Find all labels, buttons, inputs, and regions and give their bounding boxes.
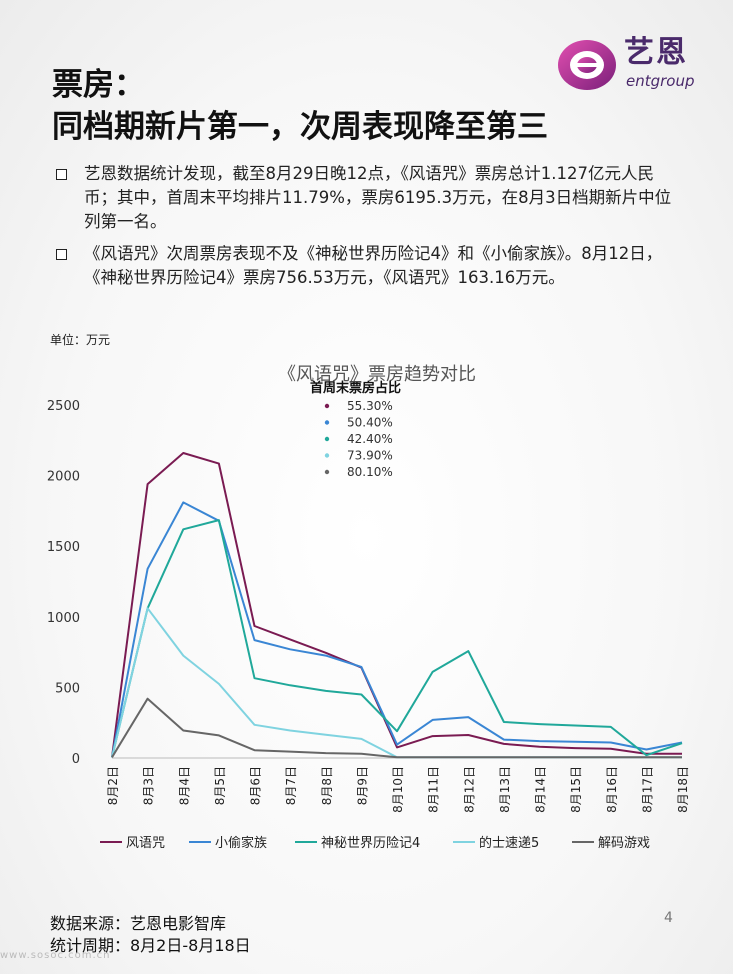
- bullet-box-icon: [56, 169, 67, 180]
- inner-legend-dot: [324, 453, 330, 458]
- x-tick-label: 8月16日: [605, 766, 619, 813]
- page-title: 票房： 同档期新片第一，次周表现降至第三: [52, 64, 548, 148]
- entgroup-logo: 艺恩 entgroup: [556, 34, 706, 94]
- legend-label: 小偷家族: [215, 835, 267, 851]
- inner-legend-dot: [324, 469, 330, 475]
- series-line: [111, 501, 683, 758]
- x-tick-label: 8月6日: [249, 766, 263, 805]
- legend-label: 风语咒: [126, 836, 165, 851]
- inner-legend-dot: [324, 403, 330, 409]
- bullet-item: 艺恩数据统计发现，截至8月29日晚12点，《风语咒》票房总计1.127亿元人民币…: [56, 162, 686, 234]
- x-tick-label: 8月15日: [569, 766, 583, 813]
- footer: 数据来源：艺恩电影智库 统计周期：8月2日-8月18日: [50, 913, 251, 957]
- legend-label: 解码游戏: [598, 836, 650, 851]
- data-source: 数据来源：艺恩电影智库: [50, 914, 227, 933]
- chart-title: 《风语咒》票房趋势对比: [278, 364, 476, 385]
- x-tick-label: 8月5日: [213, 766, 227, 805]
- x-tick-label: 8月9日: [355, 766, 369, 805]
- legend-label: 神秘世界历险记4: [321, 836, 420, 851]
- logo-english-text: entgroup: [626, 72, 695, 90]
- page-number: 4: [664, 910, 673, 926]
- statistics-period: 统计周期：8月2日-8月18日: [50, 936, 251, 955]
- y-tick-label: 500: [55, 681, 80, 696]
- inner-legend-title: 首周末票房占比: [310, 380, 401, 396]
- inner-legend-label: 50.40%: [347, 416, 393, 430]
- inner-legend-label: 80.10%: [347, 465, 393, 479]
- x-tick-label: 8月7日: [284, 766, 298, 805]
- legend-label: 的士速递5: [479, 835, 539, 851]
- y-tick-label: 2000: [47, 470, 80, 485]
- inner-legend-label: 73.90%: [347, 449, 393, 463]
- box-office-line-chart: 《风语咒》票房趋势对比 0 500 1000 1500 2000 2500 8月2日 8月3日 8…: [47, 364, 690, 851]
- y-tick-label: 0: [72, 752, 80, 767]
- logo-chinese-text: 艺恩: [624, 35, 688, 70]
- series-line: [111, 697, 682, 759]
- x-tick-label: 8月3日: [142, 766, 156, 805]
- series-line: [111, 607, 682, 759]
- x-tick-label: 8月18日: [676, 766, 690, 813]
- y-tick-label: 1500: [47, 540, 80, 555]
- bullet-list: 艺恩数据统计发现，截至8月29日晚12点，《风语咒》票房总计1.127亿元人民币…: [56, 162, 686, 298]
- x-tick-label: 8月2日: [106, 766, 120, 805]
- y-tick-label: 2500: [47, 399, 80, 414]
- x-tick-label: 8月8日: [320, 766, 334, 805]
- inner-legend-dot: [324, 436, 330, 442]
- bullet-text: 艺恩数据统计发现，截至8月29日晚12点，《风语咒》票房总计1.127亿元人民币…: [84, 164, 672, 231]
- series-line: [111, 519, 683, 758]
- x-tick-label: 8月11日: [427, 766, 441, 813]
- bullet-box-icon: [56, 249, 67, 260]
- watermark: www.sosoc.com.cn: [0, 950, 111, 961]
- series-line: [111, 452, 682, 758]
- x-tick-label: 8月17日: [640, 766, 654, 813]
- inner-legend-label: 42.40%: [347, 432, 393, 446]
- bullet-text: 《风语咒》次周票房表现不及《神秘世界历险记4》和《小偷家族》。8月12日，《神秘…: [84, 244, 663, 287]
- x-tick-label: 8月14日: [534, 766, 548, 813]
- x-tick-label: 8月4日: [177, 766, 191, 805]
- inner-legend-dot: [324, 420, 330, 425]
- title-line-1: 票房：: [52, 67, 145, 103]
- bullet-item: 《风语咒》次周票房表现不及《神秘世界历险记4》和《小偷家族》。8月12日，《神秘…: [56, 242, 686, 290]
- y-tick-label: 1000: [47, 611, 80, 626]
- title-line-2: 同档期新片第一，次周表现降至第三: [52, 109, 548, 145]
- inner-legend-label: 55.30%: [347, 399, 393, 413]
- unit-label: 单位：万元: [50, 333, 111, 347]
- entgroup-logo-icon: [558, 40, 616, 90]
- x-tick-label: 8月10日: [391, 766, 405, 813]
- x-tick-label: 8月13日: [498, 766, 512, 813]
- x-tick-label: 8月12日: [462, 766, 476, 813]
